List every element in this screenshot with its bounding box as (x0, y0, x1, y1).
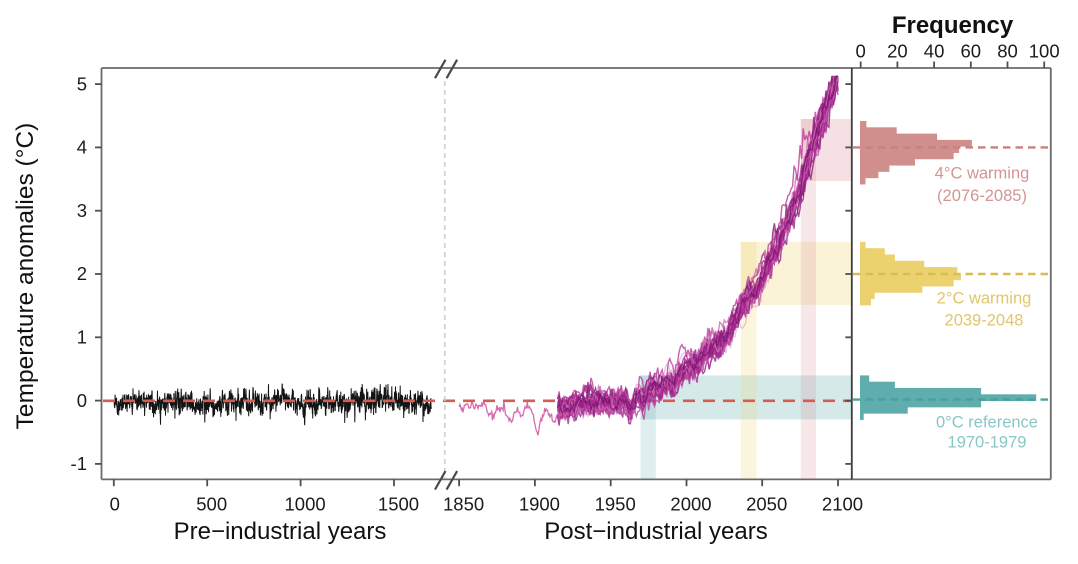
svg-text:4: 4 (77, 137, 87, 158)
svg-text:0: 0 (77, 390, 87, 411)
svg-text:0°C reference: 0°C reference (936, 414, 1038, 432)
svg-text:0: 0 (110, 494, 120, 515)
svg-text:Frequency: Frequency (892, 12, 1014, 39)
svg-text:4°C warming: 4°C warming (935, 165, 1030, 183)
svg-text:1500: 1500 (378, 494, 419, 515)
svg-text:Pre−industrial years: Pre−industrial years (174, 518, 387, 545)
svg-text:5: 5 (77, 73, 87, 94)
svg-text:1000: 1000 (285, 494, 326, 515)
svg-text:2039-2048: 2039-2048 (945, 312, 1024, 330)
svg-text:1850: 1850 (443, 494, 484, 515)
svg-text:2100: 2100 (822, 494, 863, 515)
svg-text:40: 40 (924, 41, 945, 62)
svg-text:100: 100 (1029, 41, 1060, 62)
svg-text:-1: -1 (71, 453, 87, 474)
svg-text:Post−industrial years: Post−industrial years (544, 518, 767, 545)
svg-text:0: 0 (856, 41, 866, 62)
svg-text:20: 20 (887, 41, 908, 62)
svg-text:3: 3 (77, 200, 87, 221)
svg-text:500: 500 (196, 494, 227, 515)
svg-text:2°C warming: 2°C warming (937, 290, 1032, 308)
svg-text:1900: 1900 (519, 494, 560, 515)
svg-text:1950: 1950 (595, 494, 636, 515)
svg-text:1970-1979: 1970-1979 (948, 434, 1027, 452)
svg-text:80: 80 (997, 41, 1018, 62)
svg-text:2: 2 (77, 263, 87, 284)
svg-text:(2076-2085): (2076-2085) (937, 187, 1027, 205)
svg-text:1: 1 (77, 327, 87, 348)
svg-text:Temperature anomalies (°C): Temperature anomalies (°C) (12, 123, 39, 430)
svg-text:2000: 2000 (670, 494, 711, 515)
svg-text:2050: 2050 (746, 494, 787, 515)
svg-text:60: 60 (961, 41, 982, 62)
